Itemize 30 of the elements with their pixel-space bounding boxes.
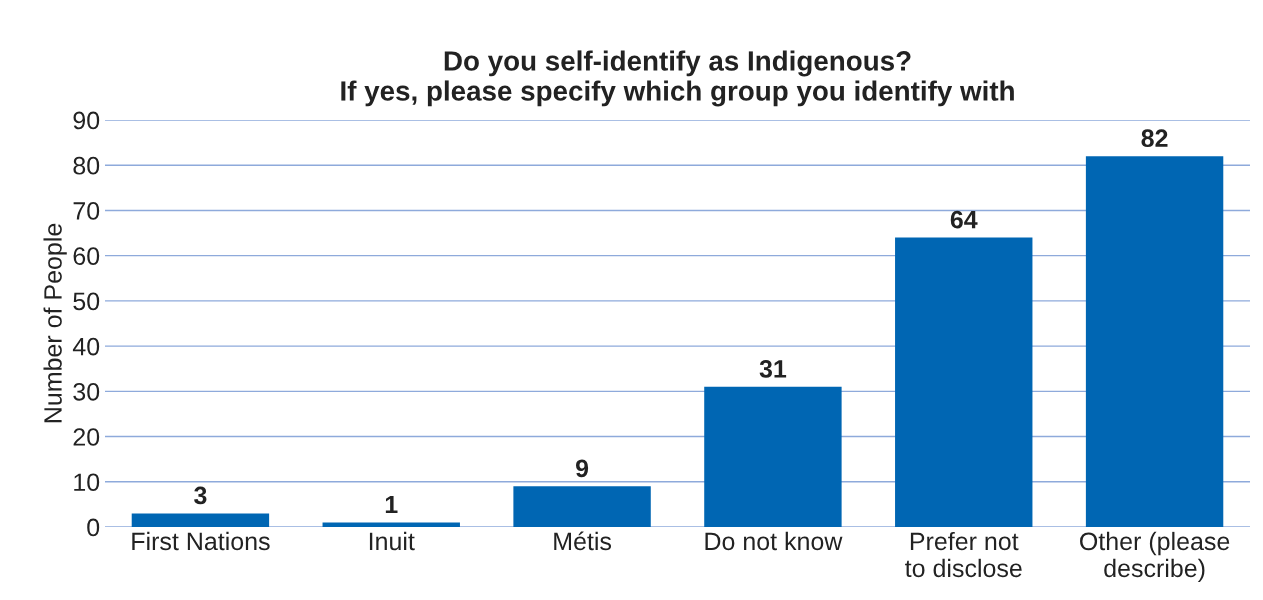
chart-title: Do you self-identify as Indigenous? If yes, please specify which group you identify with xyxy=(341,50,1014,107)
bar xyxy=(131,513,270,527)
y-tick-label: 30 xyxy=(73,382,100,401)
x-tick-label: Métis xyxy=(554,531,612,551)
bar xyxy=(704,386,842,527)
bar xyxy=(322,522,460,527)
bar xyxy=(513,486,651,527)
x-tick-label: First Nations xyxy=(132,531,270,551)
y-tick-label: 20 xyxy=(73,428,100,446)
y-tick-label: 70 xyxy=(73,202,100,220)
y-tick-label: 40 xyxy=(72,337,100,356)
y-tick-label: 90 xyxy=(73,111,100,130)
x-tick-label: Do not know xyxy=(705,531,843,551)
data-label: 82 xyxy=(1141,129,1168,148)
data-label: 3 xyxy=(194,486,207,505)
y-tick-label: 80 xyxy=(73,156,100,175)
y-tick-label: 10 xyxy=(74,473,100,492)
x-tick-label: Prefer not to disclose xyxy=(905,531,1022,578)
data-label: 1 xyxy=(385,495,398,514)
bar xyxy=(1085,156,1224,527)
y-tick-label: 0 xyxy=(87,518,100,537)
data-label: 64 xyxy=(950,210,978,229)
data-label: 9 xyxy=(576,459,589,478)
x-tick-label: Other (please describe) xyxy=(1080,531,1230,583)
y-tick-label: 60 xyxy=(73,247,100,265)
bar xyxy=(895,237,1033,527)
data-label: 31 xyxy=(759,360,787,378)
x-tick-label: Inuit xyxy=(369,531,415,551)
y-tick-label: 50 xyxy=(73,292,100,311)
y-axis-title: Number of People xyxy=(43,223,67,423)
